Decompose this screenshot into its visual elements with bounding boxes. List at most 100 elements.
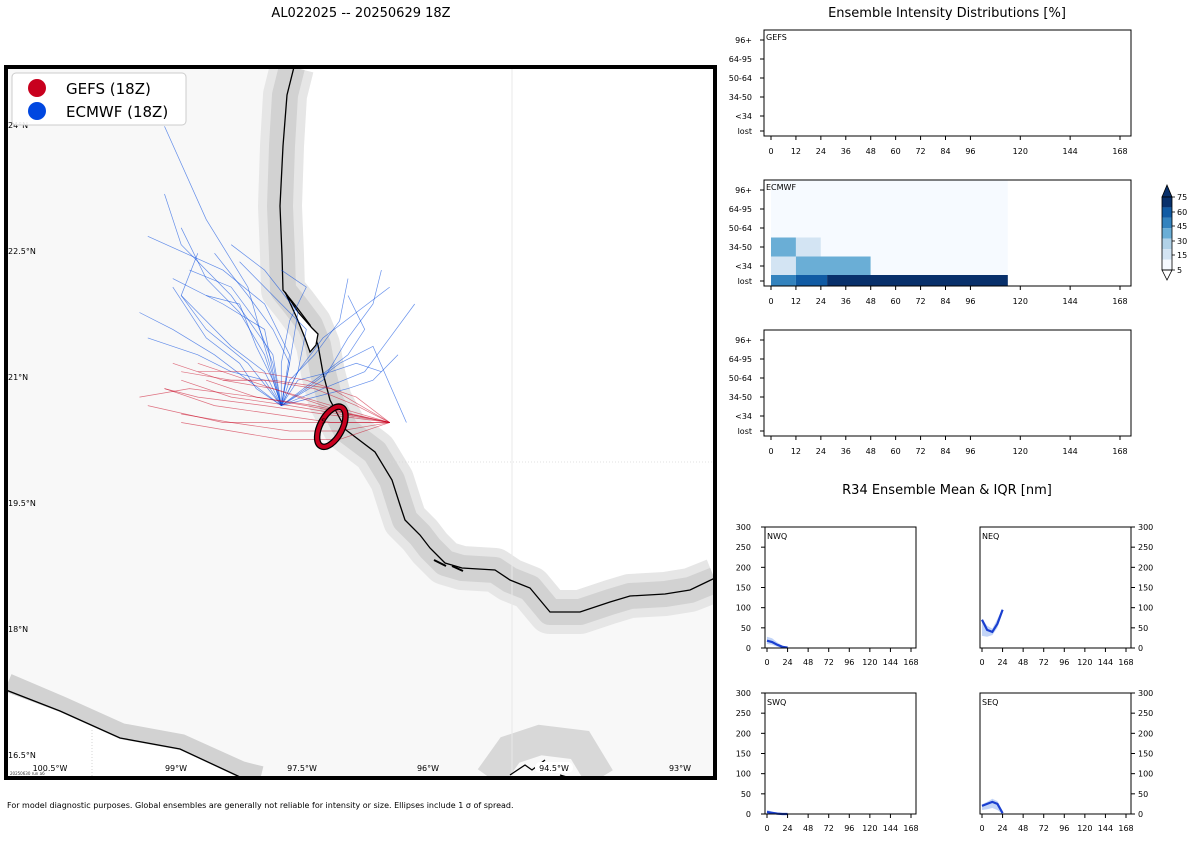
r34-iqr-band xyxy=(767,636,788,648)
intensity-title: Ensemble Intensity Distributions [%] xyxy=(828,6,1066,21)
x-tick-label: 96 xyxy=(965,147,975,156)
x-tick-label: 60 xyxy=(891,447,901,456)
y-tick-label: 300 xyxy=(1138,523,1153,532)
legend-ecmwf-label: ECMWF (18Z) xyxy=(66,103,168,121)
r34-frame xyxy=(979,692,1132,815)
x-tick-label: 168 xyxy=(1112,447,1127,456)
intensity-cell xyxy=(870,256,1008,276)
colorbar-tick-label: 60 xyxy=(1177,208,1187,217)
y-tick-label: 96+ xyxy=(735,336,752,345)
lon-tick-label: 99°W xyxy=(165,764,187,773)
x-tick-label: 96 xyxy=(844,824,854,833)
ecmwf-track xyxy=(147,235,290,406)
x-tick-label: 72 xyxy=(915,297,925,306)
y-tick-label: 100 xyxy=(736,770,751,779)
y-tick-label: 0 xyxy=(1138,810,1143,819)
gulf-coast-shade-south xyxy=(477,724,613,778)
y-tick-label: <34 xyxy=(735,262,752,271)
colorbar-bottom-arrow xyxy=(1161,269,1173,281)
y-tick-label: 50 xyxy=(1138,624,1148,633)
ecmwf-track xyxy=(280,269,307,406)
intensity-cell xyxy=(827,275,1008,286)
ecmwf-track xyxy=(281,303,415,406)
ecmwf-track xyxy=(281,295,366,406)
y-tick-label: 50-64 xyxy=(729,224,752,233)
x-tick-label: 84 xyxy=(940,297,950,306)
x-tick-label: 72 xyxy=(915,447,925,456)
x-tick-label: 144 xyxy=(1063,147,1078,156)
x-tick-label: 0 xyxy=(764,658,769,667)
intensity-cell xyxy=(771,275,796,286)
y-tick-label: 150 xyxy=(736,584,751,593)
y-tick-label: <34 xyxy=(735,112,752,121)
x-tick-label: 36 xyxy=(841,297,851,306)
colorbar-segment xyxy=(1162,249,1172,260)
map-credit-box xyxy=(9,770,49,776)
y-tick-label: 150 xyxy=(1138,584,1153,593)
colorbar-segment xyxy=(1162,207,1172,218)
y-tick-label: 250 xyxy=(736,709,751,718)
y-tick-label: lost xyxy=(738,427,752,436)
y-tick-label: 0 xyxy=(746,810,751,819)
legend-gefs-label: GEFS (18Z) xyxy=(66,80,151,98)
x-tick-label: 120 xyxy=(1013,447,1028,456)
x-tick-label: 144 xyxy=(883,824,898,833)
colorbar-top-arrow xyxy=(1161,183,1173,198)
x-tick-label: 24 xyxy=(816,447,826,456)
x-tick-label: 96 xyxy=(965,447,975,456)
r34-frame xyxy=(764,692,917,815)
colorbar-tick-label: 5 xyxy=(1177,266,1182,275)
x-tick-label: 0 xyxy=(768,147,773,156)
x-tick-label: 12 xyxy=(791,297,801,306)
x-tick-label: 24 xyxy=(997,824,1007,833)
ecmwf-track xyxy=(281,362,382,406)
x-tick-label: 24 xyxy=(816,147,826,156)
intensity-frame xyxy=(763,29,1132,137)
x-tick-label: 168 xyxy=(1112,147,1127,156)
lon-tick-label: 94.5°W xyxy=(539,764,569,773)
colorbar-segment xyxy=(1162,197,1172,208)
r34-frame xyxy=(764,526,917,649)
x-tick-label: 144 xyxy=(1063,447,1078,456)
x-tick-label: 24 xyxy=(997,658,1007,667)
y-tick-label: 250 xyxy=(1138,543,1153,552)
y-tick-label: 200 xyxy=(1138,729,1153,738)
y-tick-label: 64-95 xyxy=(729,55,752,64)
x-tick-label: 0 xyxy=(764,824,769,833)
x-tick-label: 120 xyxy=(862,824,877,833)
intensity-panels: GEFS lost <34 34-50 50-64 64-95 96+ 0 12 24 36 48 60… xyxy=(729,29,1132,456)
map-legend: GEFS (18Z) ECMWF (18Z) xyxy=(11,72,187,126)
lat-tick-label: 21°N xyxy=(8,373,28,382)
y-tick-label: 50-64 xyxy=(729,374,752,383)
intensity-panel-label: ECMWF xyxy=(766,183,796,192)
x-tick-label: 84 xyxy=(940,447,950,456)
gefs-track xyxy=(181,422,390,440)
r34-iqr-band xyxy=(982,798,1003,814)
x-tick-label: 168 xyxy=(1118,824,1133,833)
pacific-water xyxy=(6,692,240,778)
pacific-coastline xyxy=(6,689,241,778)
intensity-frame xyxy=(763,329,1132,437)
gefs-track xyxy=(164,388,390,423)
y-tick-label: 100 xyxy=(736,604,751,613)
map-frame xyxy=(4,65,717,780)
x-tick-label: 48 xyxy=(866,147,876,156)
r34-panel-label: SEQ xyxy=(982,698,998,707)
y-tick-label: 200 xyxy=(1138,563,1153,572)
y-tick-label: 50 xyxy=(741,624,751,633)
y-tick-label: 100 xyxy=(1138,770,1153,779)
x-tick-label: 120 xyxy=(862,658,877,667)
x-tick-label: 72 xyxy=(1039,658,1049,667)
y-tick-label: 0 xyxy=(1138,644,1143,653)
y-tick-label: 150 xyxy=(736,750,751,759)
colorbar-segment xyxy=(1162,238,1172,250)
y-tick-label: 100 xyxy=(1138,604,1153,613)
x-tick-label: 24 xyxy=(816,297,826,306)
intensity-panel: ECMWF lost <34 34-50 50-64 64-95 96+ 0 12 24 36 48 6… xyxy=(729,179,1132,306)
coastline xyxy=(279,67,715,613)
lat-tick-label: 16.5°N xyxy=(8,751,36,760)
colorbar-tick-label: 15 xyxy=(1177,251,1187,260)
x-tick-label: 84 xyxy=(940,147,950,156)
y-tick-label: 200 xyxy=(736,729,751,738)
